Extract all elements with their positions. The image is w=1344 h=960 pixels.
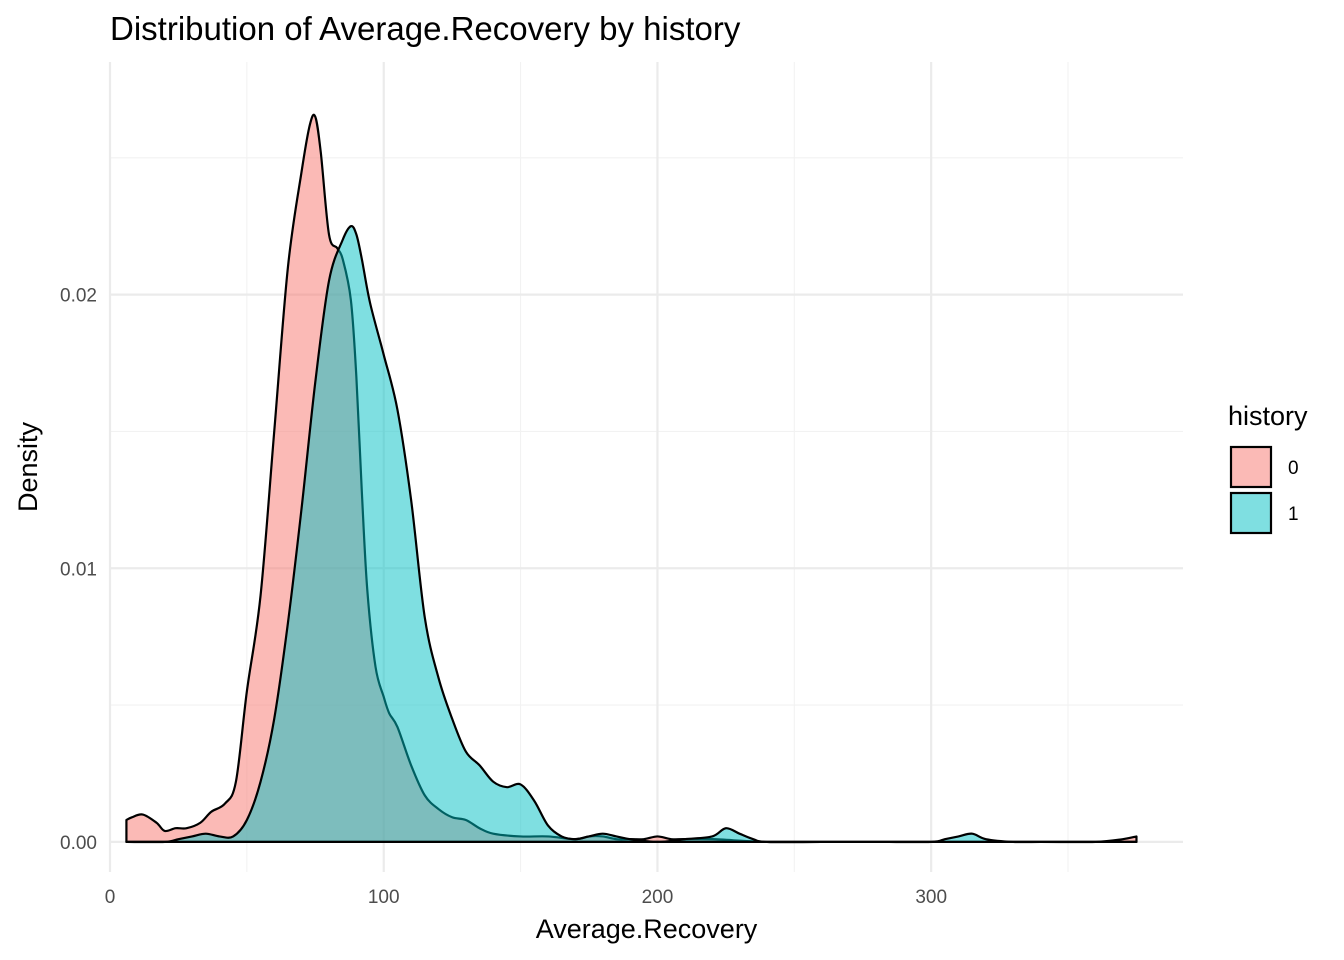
chart-title: Distribution of Average.Recovery by hist… [110, 10, 741, 47]
legend-key-1 [1229, 491, 1273, 535]
x-axis-ticks: 0 100 200 300 [105, 887, 947, 908]
y-tick-label: 0.00 [60, 833, 97, 854]
y-axis-title: Density [13, 421, 43, 512]
legend-title: history [1228, 401, 1308, 431]
x-tick-label: 100 [368, 887, 400, 908]
legend-key-0 [1229, 445, 1273, 489]
legend-label-1: 1 [1288, 504, 1299, 525]
density-area-history-1 [125, 224, 1138, 844]
x-tick-label: 300 [915, 887, 947, 908]
x-tick-label: 0 [105, 887, 116, 908]
y-tick-label: 0.02 [60, 286, 97, 307]
y-axis-ticks: 0.00 0.01 0.02 [60, 286, 97, 854]
y-tick-label: 0.01 [60, 559, 97, 580]
legend-label-0: 0 [1288, 458, 1299, 479]
x-tick-label: 200 [642, 887, 674, 908]
x-axis-title: Average.Recovery [536, 914, 758, 944]
legend: history 0 1 [1228, 401, 1308, 535]
density-areas [125, 113, 1138, 844]
